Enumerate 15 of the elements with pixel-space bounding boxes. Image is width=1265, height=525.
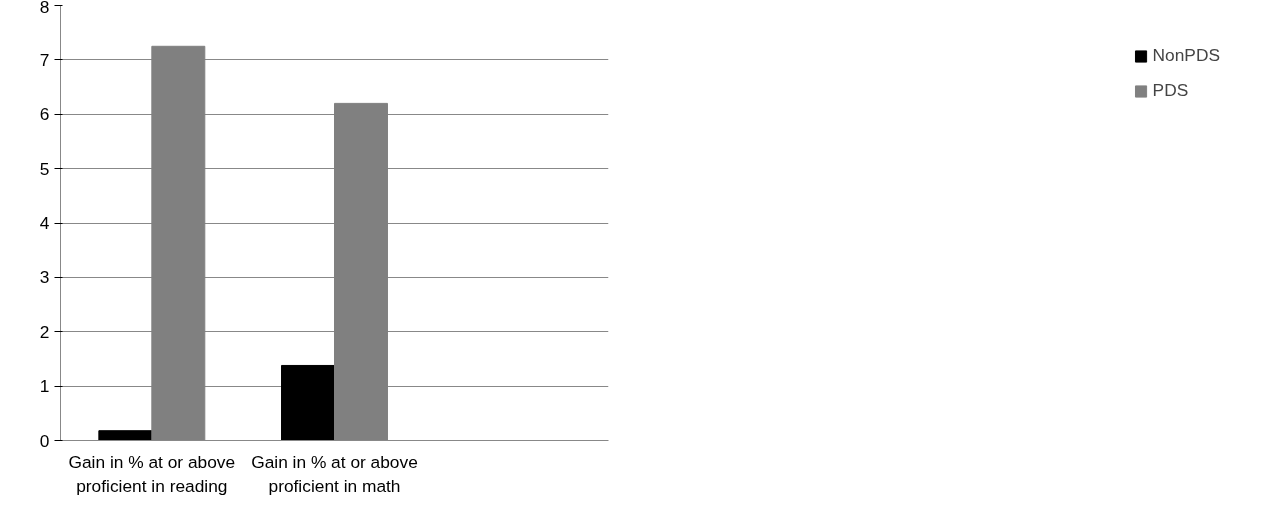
bar [98,430,153,441]
y-tick-label: 0 [39,430,50,451]
legend-label: PDS [1152,80,1189,101]
y-tick-label: 1 [39,376,50,397]
y-tick-label: 6 [39,104,50,125]
bar [281,364,335,441]
x-tick-label: Gain in % at or above proficient in math [251,451,418,496]
y-tick-label: 7 [39,49,50,70]
y-tick-label: 3 [39,267,50,288]
legend-label: NonPDS [1152,45,1220,66]
x-tick-label: Gain in % at or above proficient in reading [68,451,236,496]
y-tick-label: 2 [39,321,50,342]
y-tick-label: 4 [39,213,50,233]
y-tick-label: 8 [39,0,50,17]
y-tick-label: 5 [39,158,50,179]
